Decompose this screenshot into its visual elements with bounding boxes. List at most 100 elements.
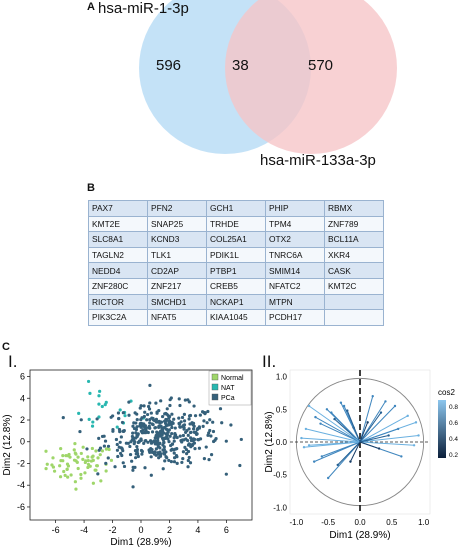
scatter-point [91,481,95,485]
scatter-point [178,403,182,408]
scatter-point [146,404,151,409]
scatter-point [111,427,115,432]
loading-vector-tip [406,414,409,418]
scatter-point [146,430,150,435]
scatter-point [118,440,122,444]
y-tick-label: -2 [17,458,25,468]
loading-vector-tip [307,404,311,408]
loading-vector-tip [304,427,308,431]
panel-c-label: C [2,341,10,353]
scatter-point [65,462,70,466]
scatter-point [143,425,148,430]
scatter-point [104,469,108,473]
scatter-point [146,412,150,417]
scatter-point [104,461,108,465]
scatter-point [180,460,184,465]
loading-vector-tip [412,444,416,447]
scatter-point [81,445,85,449]
scatter-point [148,418,152,422]
y-tick-label: 1.0 [276,373,288,382]
scatter-point [106,456,110,460]
table-cell: ZNF789 [324,215,384,233]
y-tick-label: 2 [20,415,25,425]
table-cell: XKR4 [324,246,384,264]
scatter-point [146,440,150,444]
scatter-point [181,433,186,438]
colorbar [438,400,446,458]
scatter-point [224,472,228,476]
loading-vector [359,434,389,443]
loading-vector-tip [414,421,418,424]
scatter-point [74,487,78,491]
scatter-point [182,412,187,416]
scatter-point [135,418,139,422]
scatter-point [169,396,173,400]
scatter-point [160,426,164,431]
scatter-point [115,425,119,429]
loading-vector [359,412,382,443]
loading-vector-tip [371,394,374,398]
scatter-point [181,450,186,454]
scatter-point [109,458,114,462]
scatter-point [165,435,169,439]
scatter-point [159,399,163,403]
scatter-point [104,400,108,404]
scatter-point [239,437,243,442]
scatter-point [140,431,144,435]
scatter-point [201,424,205,428]
scatter-point [132,426,137,431]
scatter-point [86,465,90,470]
scatter-point [168,403,172,408]
table-cell: TAGLN2 [88,246,148,264]
scatter-point [86,379,91,384]
scatter-point [172,460,177,464]
scatter-point [186,449,191,454]
y-tick-label: 0.5 [276,405,288,414]
loading-vector-tip [302,446,306,449]
table-cell: NEDD4 [88,262,148,279]
legend-swatch [211,383,219,391]
y-tick-label: -1.0 [273,503,287,512]
scatter-point [128,444,132,449]
scatter-point [193,414,198,418]
y-tick-label: -6 [17,502,25,512]
table-cell: SNAP25 [147,215,207,233]
scatter-point [86,455,90,459]
scatter-point [100,434,105,439]
panel-b-label: B [87,182,95,194]
x-tick-label: -2 [109,525,117,535]
loading-vector [359,415,408,443]
scatter-point [207,431,211,435]
scatter-point [165,407,169,411]
scatter-point [123,414,127,418]
loading-vector [359,441,380,450]
loading-vector-tip [366,421,369,424]
scatter-point [140,452,144,456]
scatter-point [161,467,165,471]
scatter-point [177,422,182,426]
scatter-point [170,412,174,416]
scatter-point [85,447,89,451]
scatter-point [87,417,91,421]
table-cell: PHIP [265,200,325,217]
scatter-point [118,408,122,412]
scatter-point [59,458,63,463]
scatter-point [136,454,140,459]
scatter-point [194,431,198,435]
y-axis-label: Dim2 (12.8%) [2,414,13,475]
scatter-point [188,442,192,447]
scatter-point [179,439,183,443]
scatter-point [116,454,120,459]
scatter-point [149,447,153,451]
scatter-point [142,414,146,419]
scatter-point [63,473,67,477]
scatter-point [158,446,162,450]
scatter-point [96,456,100,460]
y-axis-label: Dim2 (12.8%) [264,411,275,472]
scatter-point [193,437,197,442]
scatter-point [208,418,212,422]
scatter-point [121,411,125,415]
scatter-point [173,433,178,437]
legend-label: NAT [221,385,235,392]
scatter-point [166,423,171,427]
